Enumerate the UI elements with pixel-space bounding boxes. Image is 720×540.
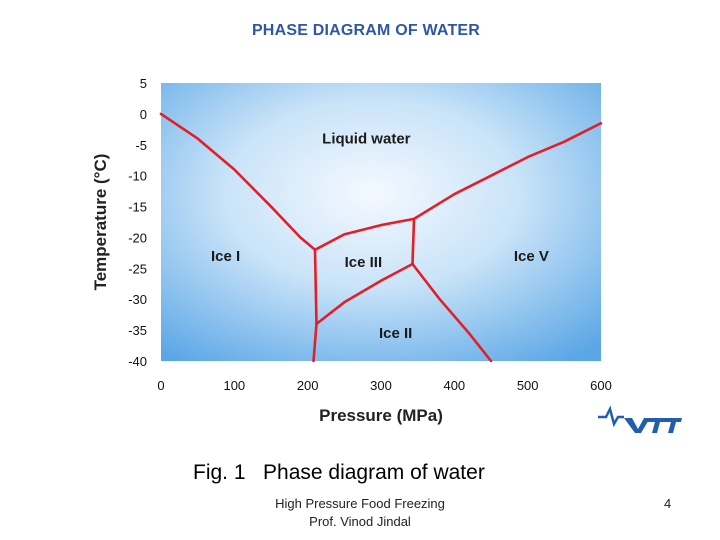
x-tick-label: 400 (443, 378, 465, 393)
phase-boundary-line (411, 217, 416, 266)
logo-v-mark (624, 418, 650, 433)
logo-t1-mark (647, 418, 666, 433)
y-tick-label: -5 (135, 138, 147, 153)
x-tick-label: 0 (157, 378, 164, 393)
x-tick-label: 100 (223, 378, 245, 393)
x-axis-title: Pressure (MPa) (319, 406, 443, 425)
y-tick-label: 5 (140, 76, 147, 91)
x-tick-label: 600 (590, 378, 612, 393)
y-tick-label: -35 (128, 323, 147, 338)
y-tick-label: -10 (128, 169, 147, 184)
logo-pulse-icon (598, 405, 624, 428)
phase-boundary-line (159, 112, 317, 252)
page-number: 4 (664, 496, 672, 511)
y-tick-label: -25 (128, 261, 147, 276)
footer-line-1: High Pressure Food Freezing (275, 496, 445, 511)
region-label: Liquid water (322, 131, 411, 148)
footer-line-2: Prof. Vinod Jindal (309, 514, 411, 529)
phase-boundary-line (313, 217, 416, 252)
phase-boundary-line (412, 121, 603, 221)
x-tick-label: 500 (517, 378, 539, 393)
vtt-logo (598, 405, 682, 433)
y-tick-label: -20 (128, 230, 147, 245)
footer: High Pressure Food Freezing Prof. Vinod … (250, 495, 470, 531)
region-label: Ice III (345, 254, 383, 271)
phase-boundary-line (312, 322, 318, 363)
phase-boundary-line (411, 262, 493, 363)
x-tick-label: 200 (297, 378, 319, 393)
y-axis-title: Temperature (°C) (91, 154, 110, 291)
slide-title: PHASE DIAGRAM OF WATER (251, 22, 481, 39)
region-label: Ice I (211, 248, 240, 265)
y-tick-label: -30 (128, 292, 147, 307)
y-tick-label: -40 (128, 354, 147, 369)
region-label: Ice V (514, 248, 549, 265)
phase-boundary-line (313, 248, 318, 326)
y-tick-label: -15 (128, 200, 147, 215)
region-label: Ice II (379, 325, 412, 342)
logo-t2-mark (663, 418, 682, 433)
plot-area (161, 83, 601, 361)
phase-boundary-line (315, 262, 414, 326)
phase-diagram-chart: 5 0 -5 -10 -15 -20 -25 -30 -35 -40 0 100 200 300 400 5… (91, 76, 612, 425)
figure-caption: Fig. 1 Phase diagram of water (193, 461, 485, 484)
x-tick-label: 300 (370, 378, 392, 393)
y-tick-label: 0 (140, 107, 147, 122)
